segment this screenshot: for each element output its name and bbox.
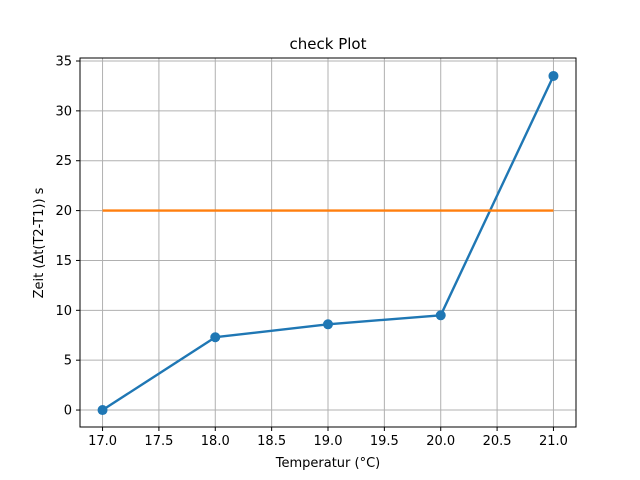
ticks: 17.0 17.5 18.0 18.5 19.0 19.5 20.0 20.5 21.0 0 5 10…	[55, 54, 567, 449]
y-tick-label: 30	[55, 104, 72, 119]
y-tick-label: 20	[55, 204, 72, 219]
series-0-point	[323, 319, 333, 330]
series-0-point	[97, 405, 108, 416]
y-tick-label: 5	[64, 354, 72, 369]
y-tick-label: 0	[64, 404, 72, 419]
series-0-point	[435, 310, 446, 321]
x-tick-label: 19.5	[370, 434, 399, 449]
chart-title: check Plot	[290, 35, 367, 53]
x-tick-label: 18.5	[257, 434, 286, 449]
x-tick-label: 17.5	[144, 434, 173, 449]
y-tick-label: 10	[55, 304, 72, 319]
x-tick-label: 21.0	[539, 434, 568, 449]
x-axis-label: Temperatur (°C)	[275, 456, 381, 471]
y-tick-label: 25	[55, 154, 72, 169]
y-axis-label: Zeit (Δt(T2-T1)) s	[32, 187, 47, 298]
y-tick-label: 15	[55, 254, 72, 269]
series-0-point	[210, 332, 221, 343]
y-tick-label: 35	[55, 54, 72, 69]
series-layer	[97, 70, 559, 416]
x-tick-label: 19.0	[314, 434, 343, 449]
x-tick-label: 20.0	[426, 434, 455, 449]
x-tick-label: 20.5	[483, 434, 512, 449]
x-tick-label: 17.0	[88, 434, 117, 449]
series-0-point	[548, 70, 559, 81]
x-tick-label: 18.0	[201, 434, 230, 449]
